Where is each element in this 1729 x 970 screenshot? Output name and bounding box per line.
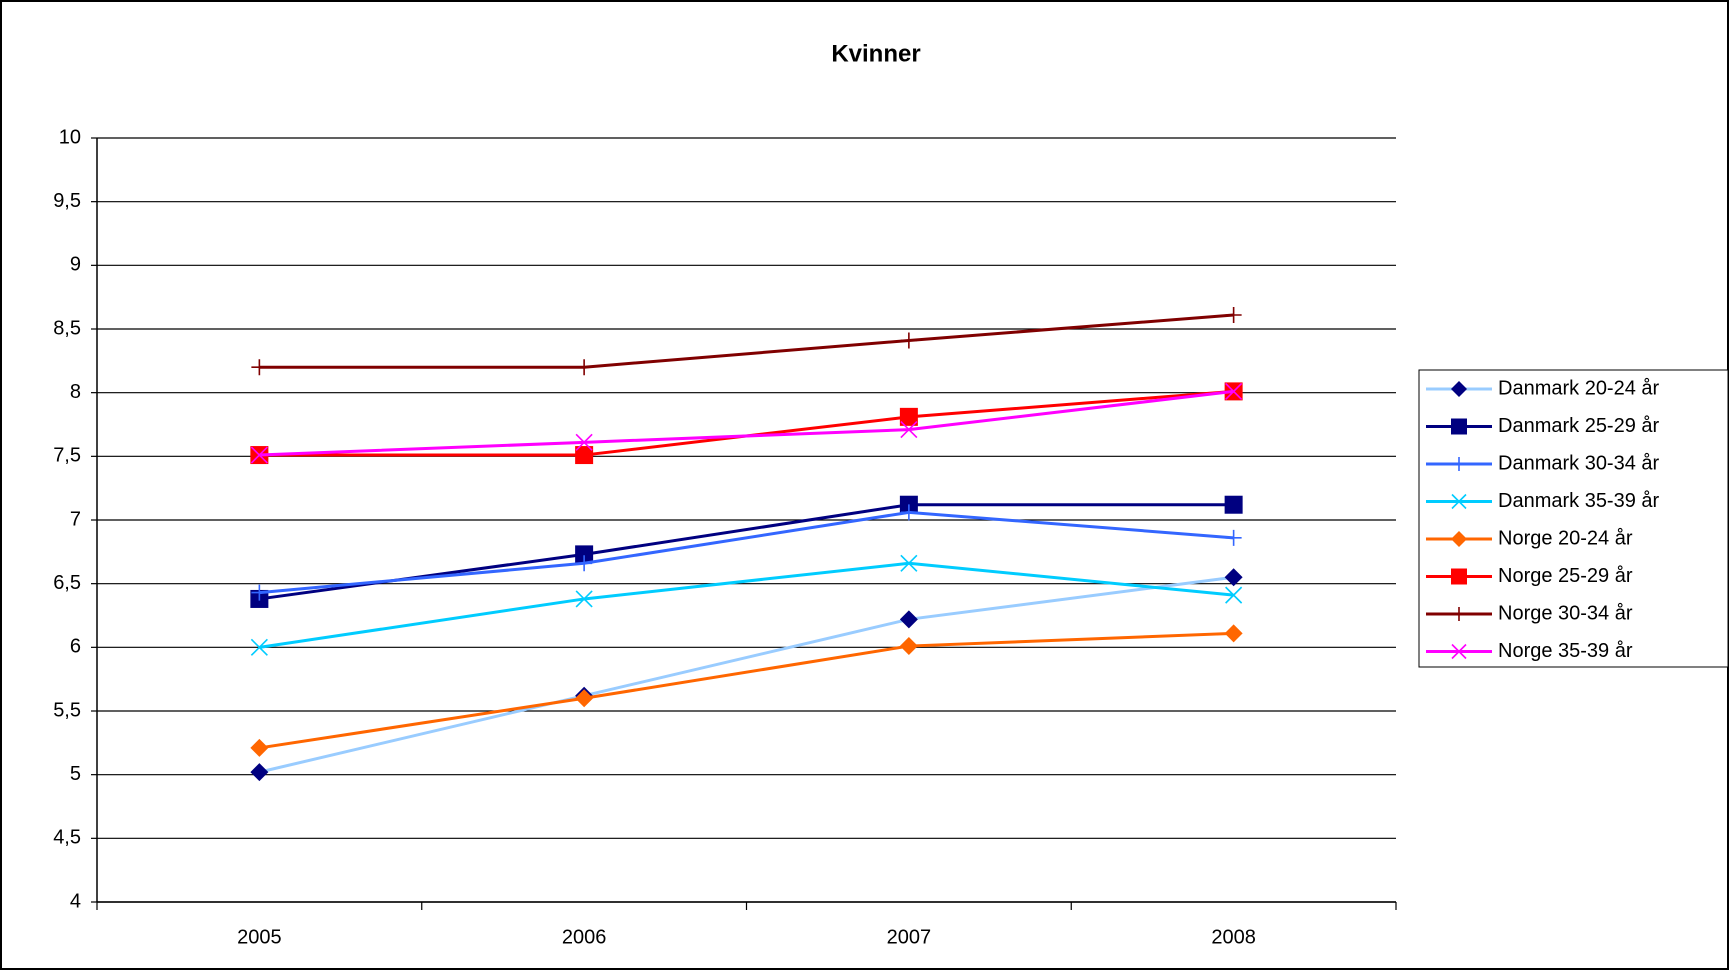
y-tick-label: 4,5: [53, 827, 81, 849]
marker: [1451, 568, 1467, 585]
marker: [1225, 306, 1242, 323]
x-tick-label: 2008: [1211, 926, 1256, 948]
series-line: [259, 313, 1234, 369]
y-tick-label: 5,5: [53, 699, 81, 721]
series-line: [259, 561, 1234, 649]
marker: [1452, 457, 1466, 471]
legend-label: Norge 20-24 år: [1498, 527, 1633, 549]
marker: [251, 359, 268, 376]
y-tick-label: 5: [70, 763, 81, 785]
marker: [575, 433, 593, 451]
marker: [1224, 568, 1243, 587]
y-tick-label: 4: [70, 890, 81, 912]
y-tick-label: 8: [70, 381, 81, 403]
marker: [1451, 381, 1467, 397]
marker: [900, 332, 917, 349]
marker: [1451, 531, 1467, 547]
legend-label: Danmark 25-29 år: [1498, 415, 1660, 437]
marker: [900, 504, 917, 521]
y-tick-label: 7: [70, 508, 81, 530]
marker: [1225, 529, 1242, 546]
marker: [899, 407, 918, 426]
legend-label: Danmark 20-24 år: [1498, 377, 1660, 399]
marker: [1452, 607, 1466, 621]
marker: [900, 421, 918, 439]
y-tick-label: 8,5: [53, 317, 81, 339]
x-tick-label: 2005: [237, 926, 282, 948]
marker: [1451, 418, 1467, 435]
marker: [899, 610, 918, 629]
marker: [575, 446, 594, 465]
marker: [250, 638, 268, 656]
marker: [250, 763, 269, 782]
marker: [576, 359, 593, 376]
series-line: [259, 389, 1234, 457]
series-line: [259, 631, 1234, 750]
x-tick-label: 2007: [887, 926, 932, 948]
legend-box: [1418, 369, 1729, 668]
marker: [250, 446, 268, 464]
marker: [1225, 382, 1243, 400]
legend-label: Norge 35-39 år: [1498, 640, 1633, 662]
legend-label: Norge 25-29 år: [1498, 565, 1633, 587]
marker: [250, 738, 269, 757]
marker: [575, 689, 594, 708]
y-tick-label: 6,5: [53, 572, 81, 594]
marker: [1224, 624, 1243, 643]
marker: [1451, 643, 1467, 660]
marker: [575, 545, 594, 564]
marker: [1451, 493, 1467, 510]
y-tick-label: 6: [70, 636, 81, 658]
y-tick-label: 10: [59, 126, 81, 148]
series-line: [259, 575, 1234, 774]
series-line: [259, 510, 1234, 595]
y-tick-label: 9: [70, 254, 81, 276]
legend-label: Norge 30-34 år: [1498, 602, 1633, 624]
marker: [251, 584, 268, 601]
marker: [1225, 586, 1243, 604]
marker: [576, 555, 593, 572]
marker: [575, 590, 593, 608]
y-tick-label: 7,5: [53, 445, 81, 467]
y-tick-label: 9,5: [53, 190, 81, 212]
marker: [900, 554, 918, 572]
marker: [899, 637, 918, 656]
legend-label: Danmark 30-34 år: [1498, 452, 1660, 474]
legend-label: Danmark 35-39 år: [1498, 490, 1660, 512]
marker: [1224, 495, 1243, 514]
x-tick-label: 2006: [562, 926, 607, 948]
chart-title: Kvinner: [831, 40, 920, 67]
